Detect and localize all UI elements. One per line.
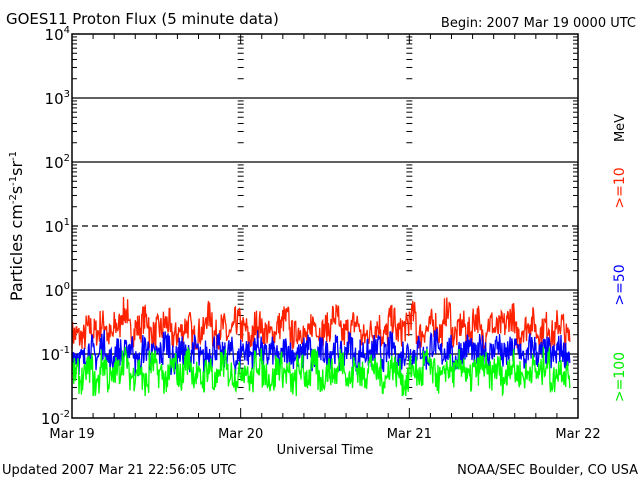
x-tick-label: Mar 20 [218, 427, 263, 442]
x-tick-labels: Mar 19 Mar 20 Mar 21 Mar 22 [49, 427, 600, 442]
y-tick-label: 10-1 [41, 345, 70, 364]
legend-units-mev: MeV [613, 114, 628, 142]
x-tick-label: Mar 22 [555, 427, 600, 442]
legend-ge50: >=50 [612, 264, 628, 305]
legend-ge100: >=100 [612, 352, 628, 402]
y-tick-label: 101 [45, 217, 70, 236]
y-tick-labels: 104 103 102 101 100 10-1 10-2 [41, 25, 70, 428]
x-tick-label: Mar 21 [387, 427, 432, 442]
series-group [71, 296, 571, 398]
source-credit: NOAA/SEC Boulder, CO USA [457, 463, 638, 478]
updated-timestamp: Updated 2007 Mar 21 22:56:05 UTC [2, 463, 236, 478]
begin-label: Begin: 2007 Mar 19 0000 UTC [441, 16, 636, 31]
plot-frame [71, 33, 579, 419]
legend-ge10: >=10 [612, 167, 628, 208]
y-tick-label: 100 [45, 281, 70, 300]
series-line-ge100 [71, 346, 571, 398]
x-tick-label: Mar 19 [49, 427, 94, 442]
y-tick-label: 104 [45, 25, 70, 44]
y-tick-label: 10-2 [41, 409, 70, 428]
chart-title: GOES11 Proton Flux (5 minute data) [6, 10, 279, 28]
x-axis-label: Universal Time [277, 443, 374, 458]
y-tick-label: 103 [45, 89, 70, 108]
y-axis-label: Particles cm-2s-1sr-1 [7, 151, 26, 301]
y-tick-label: 102 [45, 153, 70, 172]
